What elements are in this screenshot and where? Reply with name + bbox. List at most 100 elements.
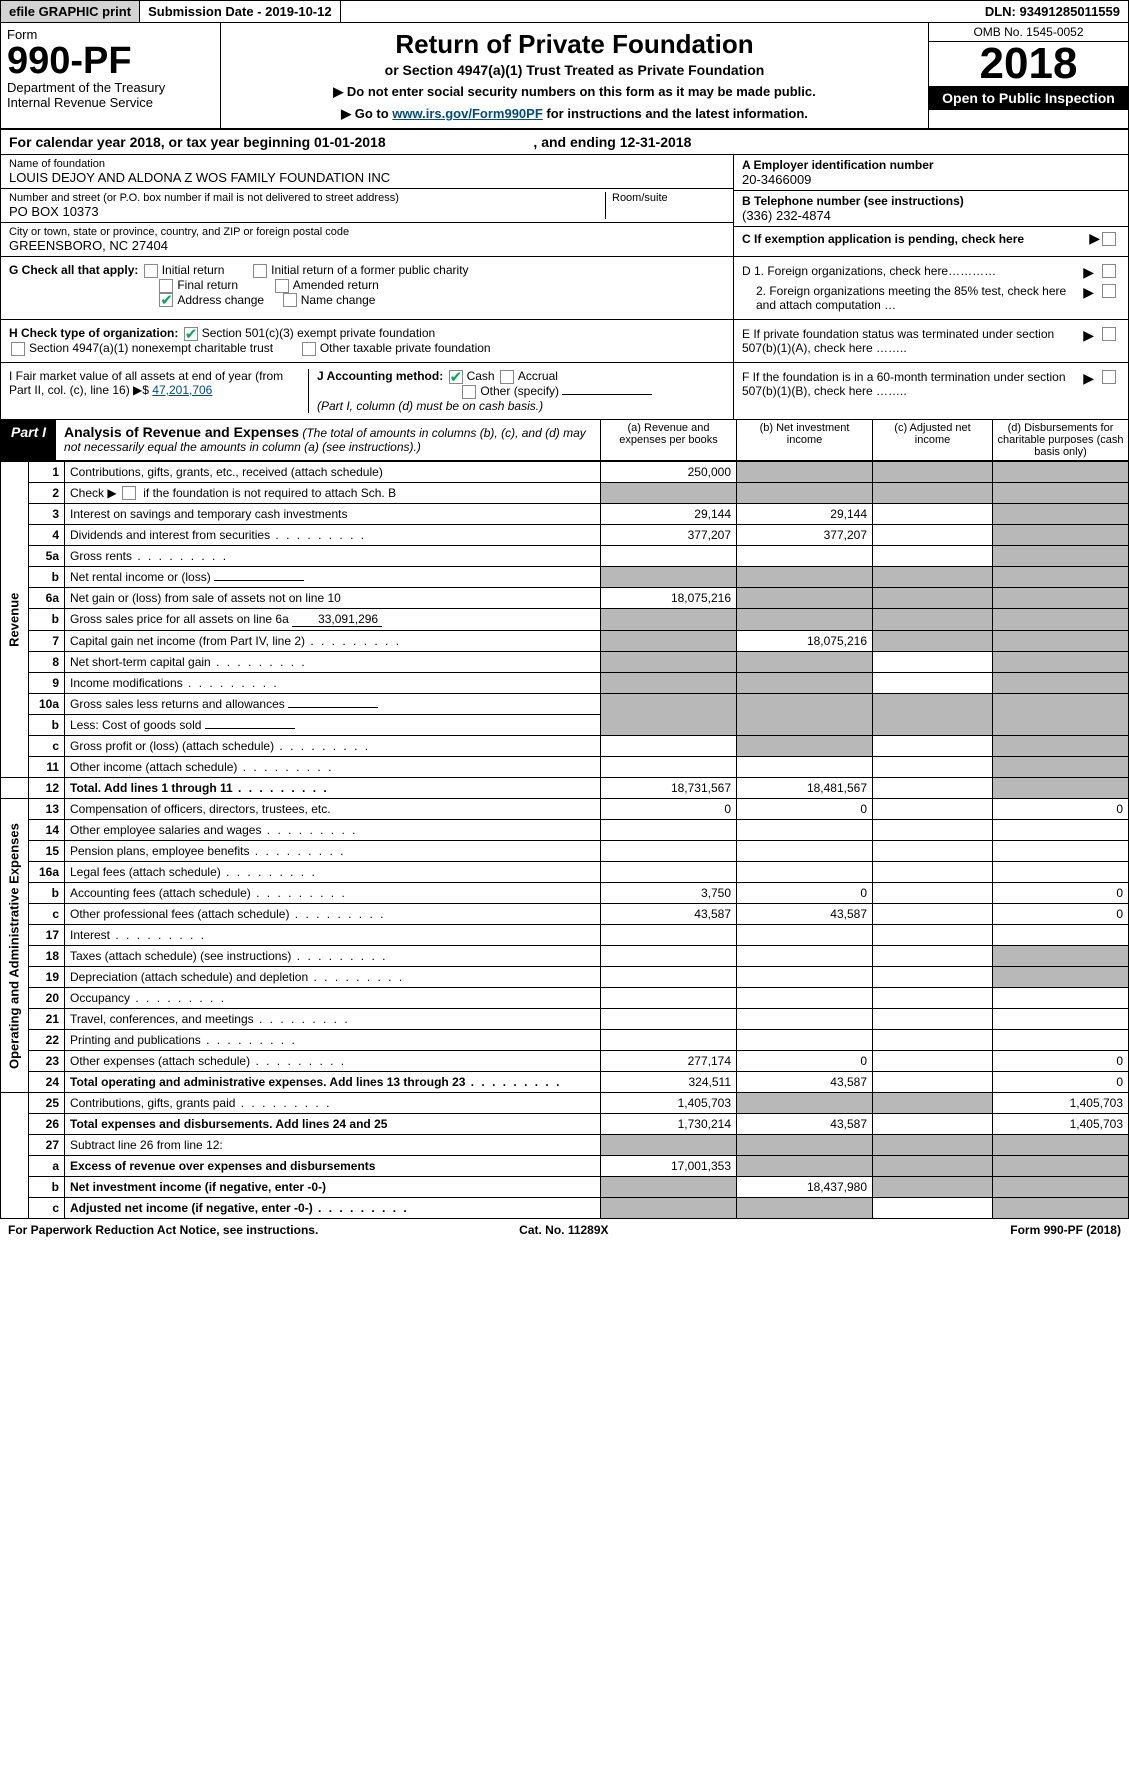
col-c-shaded: [873, 567, 993, 588]
col-c-shaded: [873, 1177, 993, 1198]
line-desc: Income modifications: [65, 673, 601, 694]
col-c-shaded: [873, 609, 993, 631]
table-row: 9 Income modifications: [1, 673, 1129, 694]
col-b-shaded: [737, 461, 873, 482]
c-checkbox[interactable]: [1102, 232, 1116, 246]
exemption-pending-cell: C If exemption application is pending, c…: [734, 227, 1128, 250]
cash-checkbox[interactable]: [449, 370, 463, 384]
col-d-shaded: [993, 588, 1129, 609]
public-inspection-badge: Open to Public Inspection: [929, 86, 1128, 110]
col-b-value: [737, 841, 873, 862]
col-a-value: 0: [601, 799, 737, 820]
line-number: 5a: [29, 546, 65, 567]
col-a-shaded: [601, 652, 737, 673]
final-return-label: Final return: [177, 278, 238, 292]
col-b-value: 18,075,216: [737, 631, 873, 652]
d2-checkbox[interactable]: [1102, 284, 1116, 298]
table-row: 8 Net short-term capital gain: [1, 652, 1129, 673]
amended-return-label: Amended return: [293, 278, 379, 292]
line-desc: Other professional fees (attach schedule…: [65, 904, 601, 925]
r5b-input[interactable]: [214, 580, 304, 581]
footer-right: Form 990-PF (2018): [1010, 1223, 1121, 1237]
col-b-value: 377,207: [737, 525, 873, 546]
col-c-shaded: [873, 1093, 993, 1114]
efile-print-button[interactable]: efile GRAPHIC print: [1, 1, 140, 22]
table-row: 18 Taxes (attach schedule) (see instruct…: [1, 946, 1129, 967]
form-title: Return of Private Foundation: [231, 29, 918, 60]
line-number: 19: [29, 967, 65, 988]
d1-checkbox[interactable]: [1102, 264, 1116, 278]
col-a-value: [601, 736, 737, 757]
arrow-icon: ▶: [1089, 230, 1100, 247]
col-a-value: 277,174: [601, 1051, 737, 1072]
accrual-checkbox[interactable]: [500, 370, 514, 384]
table-row: b Net investment income (if negative, en…: [1, 1177, 1129, 1198]
col-c-value: [873, 652, 993, 673]
line-desc: Interest: [65, 925, 601, 946]
col-b-shaded: [737, 609, 873, 631]
line-desc: Compensation of officers, directors, tru…: [65, 799, 601, 820]
col-a-value: [601, 862, 737, 883]
h-label: H Check type of organization:: [9, 326, 178, 340]
id-right: A Employer identification number 20-3466…: [733, 155, 1128, 256]
f-section: F If the foundation is in a 60-month ter…: [733, 363, 1128, 419]
col-a-value: [601, 820, 737, 841]
line-number: 13: [29, 799, 65, 820]
col-a-value: 17,001,353: [601, 1156, 737, 1177]
table-row: 25 Contributions, gifts, grants paid 1,4…: [1, 1093, 1129, 1114]
table-row: b Gross sales price for all assets on li…: [1, 609, 1129, 631]
sch-b-checkbox[interactable]: [122, 486, 136, 500]
footer-left: For Paperwork Reduction Act Notice, see …: [8, 1223, 318, 1237]
ein-label: A Employer identification number: [742, 158, 1120, 172]
s501-checkbox[interactable]: [184, 327, 198, 341]
phone-label: B Telephone number (see instructions): [742, 194, 1120, 208]
city-cell: City or town, state or province, country…: [1, 223, 733, 256]
ij-section: I Fair market value of all assets at end…: [1, 363, 733, 419]
r10b-input[interactable]: [205, 728, 295, 729]
f-checkbox[interactable]: [1102, 370, 1116, 384]
line-number: 14: [29, 820, 65, 841]
col-b-shaded: [737, 736, 873, 757]
name-change-checkbox[interactable]: [283, 293, 297, 307]
line-number: 4: [29, 525, 65, 546]
col-b-value: [737, 820, 873, 841]
address-change-checkbox[interactable]: [159, 293, 173, 307]
line-desc: Total. Add lines 1 through 11: [65, 778, 601, 799]
foundation-name: LOUIS DEJOY AND ALDONA Z WOS FAMILY FOUN…: [9, 170, 725, 185]
line-desc: Occupancy: [65, 988, 601, 1009]
initial-return-checkbox[interactable]: [144, 264, 158, 278]
col-c-value: [873, 1051, 993, 1072]
irs-link[interactable]: www.irs.gov/Form990PF: [392, 106, 543, 121]
table-row: 22 Printing and publications: [1, 1030, 1129, 1051]
col-d-value: [993, 820, 1129, 841]
other-method-input[interactable]: [562, 394, 652, 395]
table-row: 23 Other expenses (attach schedule) 277,…: [1, 1051, 1129, 1072]
col-c-value: [873, 862, 993, 883]
line-number: 16a: [29, 862, 65, 883]
r10a-input[interactable]: [288, 707, 378, 708]
col-d-shaded: [993, 461, 1129, 482]
col-b-shaded: [737, 1135, 873, 1156]
col-b-value: 43,587: [737, 1072, 873, 1093]
table-row: 6a Net gain or (loss) from sale of asset…: [1, 588, 1129, 609]
s4947-checkbox[interactable]: [11, 342, 25, 356]
e-label: E If private foundation status was termi…: [742, 327, 1077, 355]
table-row: b Accounting fees (attach schedule) 3,75…: [1, 883, 1129, 904]
table-row: 10a Gross sales less returns and allowan…: [1, 694, 1129, 715]
e-checkbox[interactable]: [1102, 327, 1116, 341]
col-a-shaded: [601, 482, 737, 504]
line-number: 18: [29, 946, 65, 967]
amended-return-checkbox[interactable]: [275, 279, 289, 293]
d1-label: D 1. Foreign organizations, check here………: [742, 264, 1077, 278]
table-row: 12 Total. Add lines 1 through 11 18,731,…: [1, 778, 1129, 799]
other-method-checkbox[interactable]: [462, 385, 476, 399]
ein-value: 20-3466009: [742, 172, 1120, 187]
initial-former-checkbox[interactable]: [253, 264, 267, 278]
col-b-value: [737, 546, 873, 567]
other-taxable-checkbox[interactable]: [302, 342, 316, 356]
line-number: 9: [29, 673, 65, 694]
col-d-shaded: [993, 504, 1129, 525]
dept-label: Department of the Treasury: [7, 80, 214, 95]
line-desc: Pension plans, employee benefits: [65, 841, 601, 862]
col-a-shaded: [601, 673, 737, 694]
